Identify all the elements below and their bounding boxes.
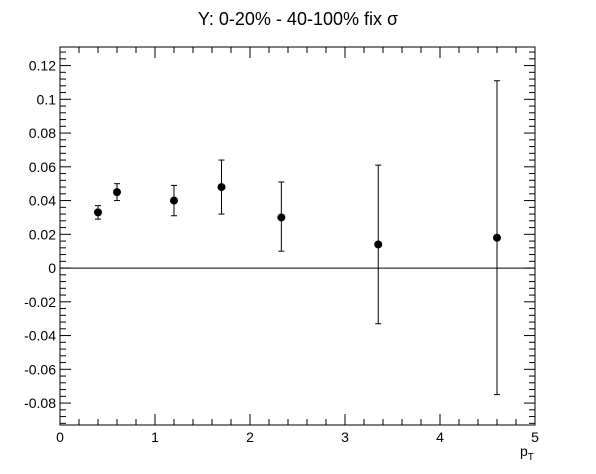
data-point: [493, 233, 501, 242]
data-point: [170, 196, 178, 205]
data-point: [277, 213, 286, 222]
x-axis-label: pT: [520, 443, 534, 463]
data-point: [94, 208, 102, 217]
y-tick-label: -0.06: [24, 361, 56, 377]
y-tick-label: -0.02: [24, 294, 56, 310]
y-tick-label: 0.1: [37, 91, 57, 107]
y-tick-label: 0.08: [29, 125, 56, 141]
y-tick-label: 0.04: [29, 193, 56, 209]
plot-frame: [59, 46, 536, 426]
data-points: [94, 80, 501, 396]
data-point: [217, 183, 226, 192]
x-tick-label: 4: [436, 429, 444, 445]
y-tick-label: 0.12: [29, 58, 56, 74]
x-axis: 0 1 2 3 4 5: [56, 47, 539, 445]
chart-title: Y: 0-20% - 40-100% fix σ: [198, 9, 398, 29]
y-tick-label: 0: [48, 260, 56, 276]
x-tick-label: 5: [531, 429, 539, 445]
y-axis: -0.08 -0.06 -0.04 -0.02 0 0.02 0.04 0.06 0.08 0.1…: [24, 51, 535, 424]
data-point: [374, 240, 383, 249]
y-tick-label: -0.04: [24, 328, 56, 344]
x-tick-label: 1: [151, 429, 159, 445]
x-tick-label: 2: [246, 429, 254, 445]
y-tick-label: 0.02: [29, 226, 56, 242]
x-tick-label: 0: [56, 429, 64, 445]
x-tick-label: 3: [341, 429, 349, 445]
y-tick-label: 0.06: [29, 159, 56, 175]
y-tick-label: -0.08: [24, 395, 56, 411]
data-point: [113, 188, 121, 197]
